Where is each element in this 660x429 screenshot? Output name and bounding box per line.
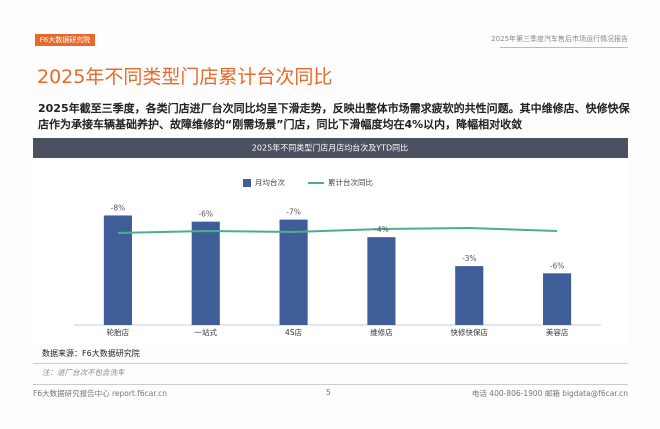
x-tick-label: 美容店 <box>546 327 569 337</box>
note-rule <box>33 363 628 364</box>
x-tick-label: 快修快保店 <box>451 327 489 337</box>
legend-label: 累计台次同比 <box>328 177 373 187</box>
bar <box>279 219 308 325</box>
footer-rule <box>33 384 628 385</box>
bar <box>543 273 572 325</box>
data-label: -7% <box>286 208 301 217</box>
chart-header <box>33 138 628 158</box>
x-tick-label: 一站式 <box>195 327 218 337</box>
chart-title: 2025年不同类型门店月店均台次及YTD同比 <box>252 143 408 153</box>
data-label: -3% <box>462 254 477 263</box>
summary: 2025年截至三季度，各类门店进厂台次同比均呈下滑走势，反映出整体市场需求疲软的… <box>38 102 630 131</box>
page-number: 5 <box>326 388 331 397</box>
source: 数据来源：F6大数据研究院 <box>42 349 140 358</box>
x-tick-label: 4S店 <box>285 327 303 337</box>
data-label: -8% <box>111 203 126 212</box>
x-tick-label: 维修店 <box>370 327 393 337</box>
legend-swatch <box>243 179 251 187</box>
legend-label: 月均台次 <box>255 177 285 187</box>
data-label: -6% <box>198 210 213 219</box>
bar <box>191 221 220 325</box>
report-name: 2025年第三季度汽车售后市场运行情况报告 <box>491 35 628 43</box>
data-label: -4% <box>374 225 389 234</box>
footer-left: F6大数据研究报告中心 report.f6car.cn <box>33 389 168 398</box>
note: 注：进厂台次不包含洗车 <box>42 368 125 377</box>
bar <box>367 237 396 325</box>
chart-bg <box>33 138 628 345</box>
bar <box>455 266 484 325</box>
logo: F6大数据研究院 <box>35 34 95 46</box>
footer-right: 电话 400-806-1900 邮箱 bigdata@f6car.cn <box>471 389 628 398</box>
page-title: 2025年不同类型门店累计台次同比 <box>37 66 333 88</box>
data-label: -6% <box>550 261 565 270</box>
line <box>117 226 558 234</box>
x-tick-label: 轮胎店 <box>107 327 130 337</box>
header-rule <box>500 47 628 48</box>
